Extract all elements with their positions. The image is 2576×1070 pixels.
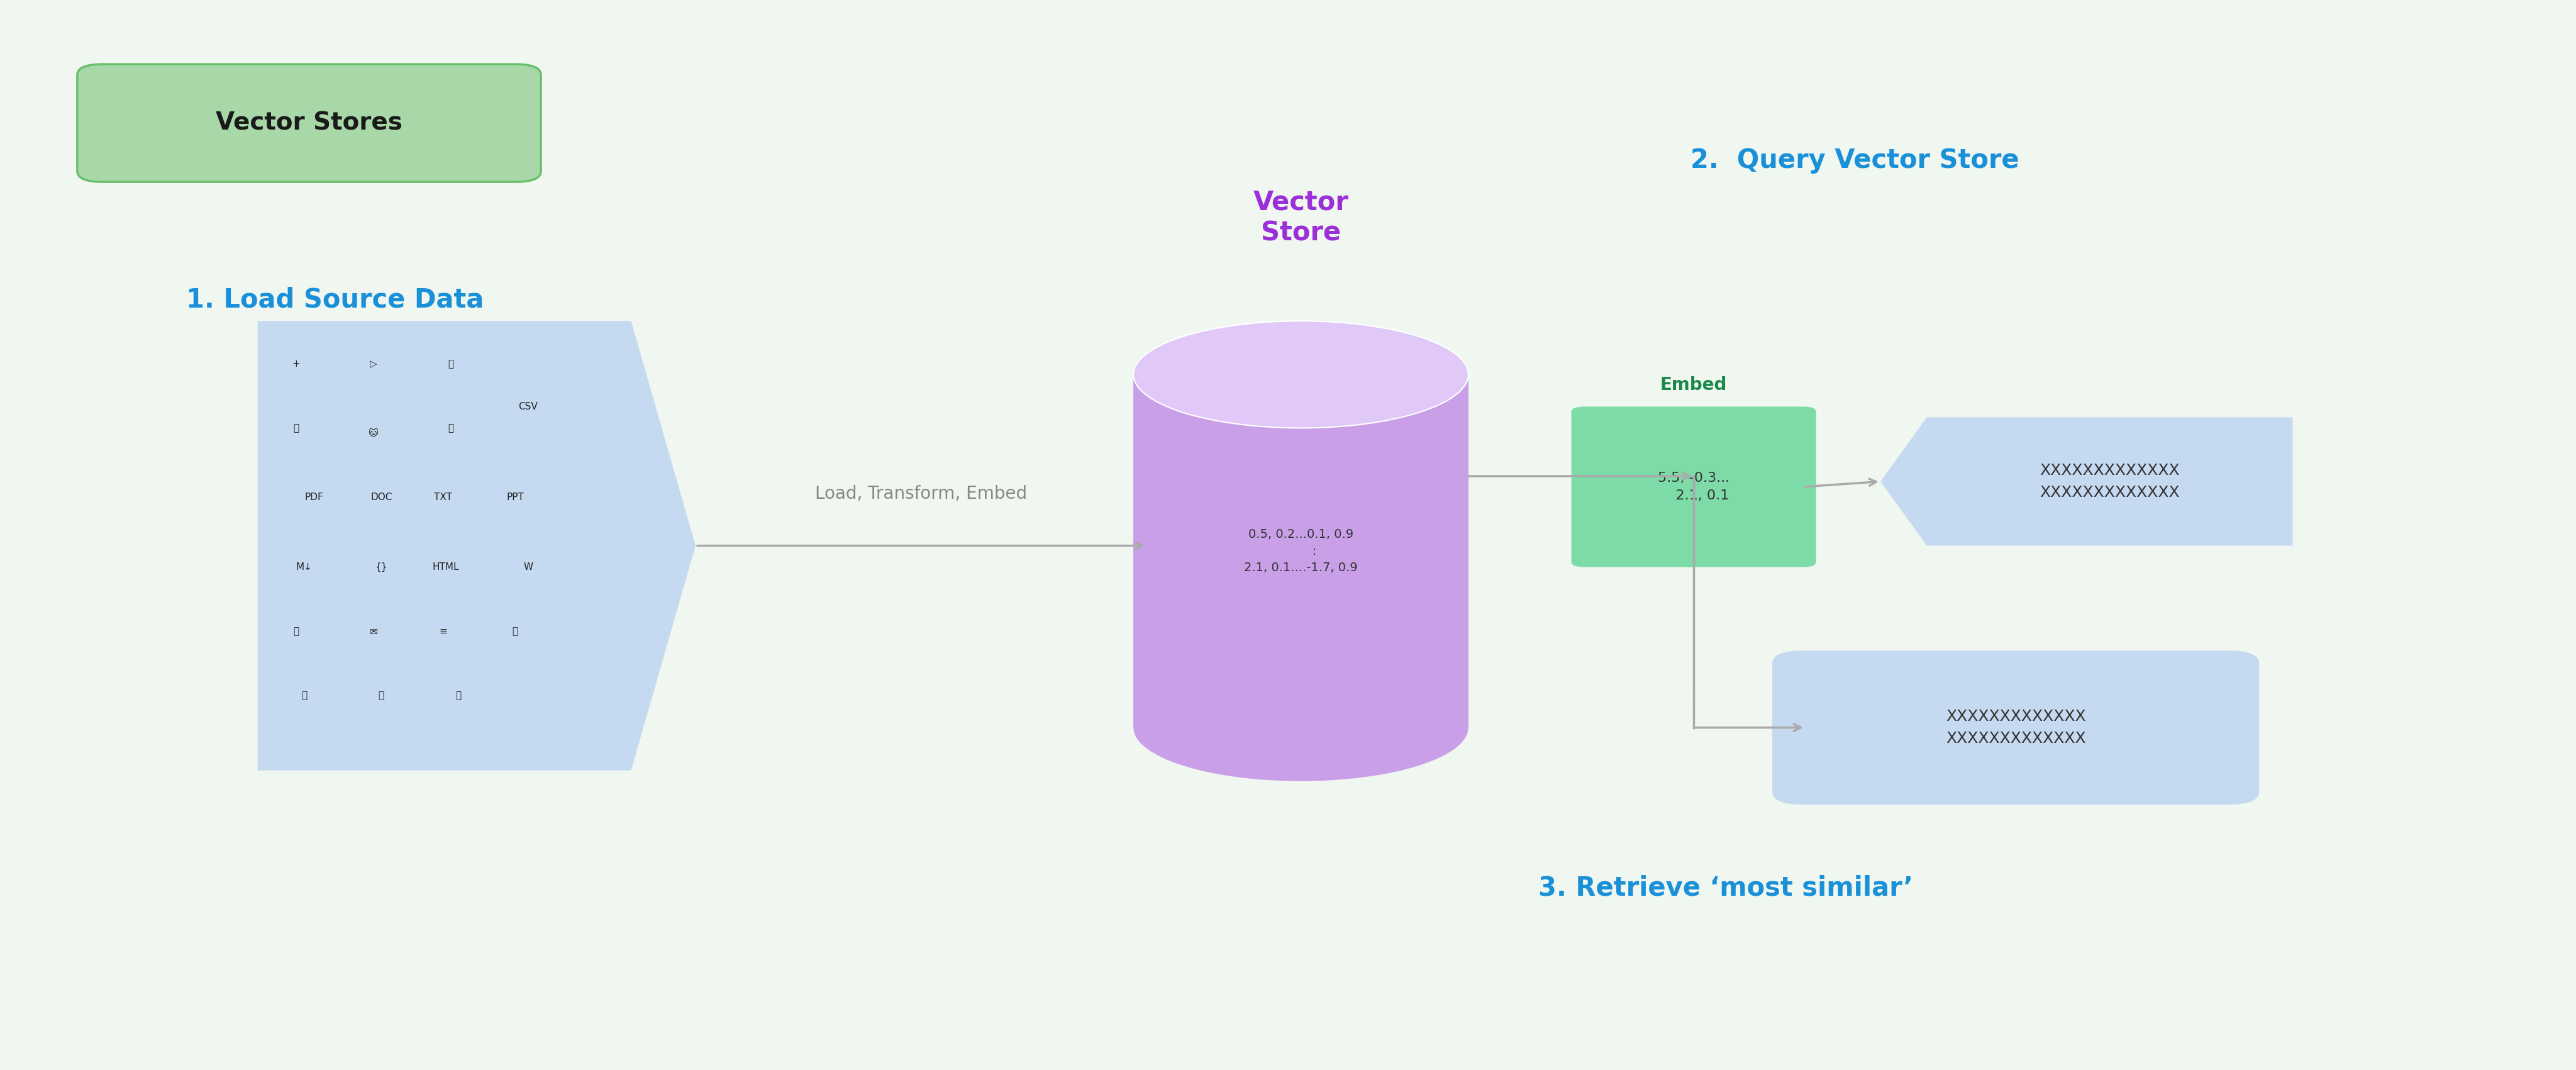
Text: {}: {} [376,563,386,571]
Text: ✉: ✉ [368,627,379,636]
FancyBboxPatch shape [1571,407,1816,567]
Text: CSV: CSV [518,402,538,411]
Text: XXXXXXXXXXXXX
XXXXXXXXXXXXX: XXXXXXXXXXXXX XXXXXXXXXXXXX [2040,463,2179,500]
Text: 🐦: 🐦 [294,627,299,636]
Text: 2.  Query Vector Store: 2. Query Vector Store [1690,148,2020,173]
Text: 5.5, -0.3...
    2.1, 0.1: 5.5, -0.3... 2.1, 0.1 [1659,472,1728,502]
Text: 📂: 📂 [513,627,518,636]
Ellipse shape [1133,674,1468,781]
Text: Vector
Store: Vector Store [1252,189,1350,246]
Bar [1133,374,1468,728]
Text: 🖼: 🖼 [448,424,453,432]
Polygon shape [258,321,696,770]
Text: ≡: ≡ [438,627,448,636]
FancyBboxPatch shape [77,64,541,182]
Text: Embed: Embed [1662,377,1726,394]
Text: 1. Load Source Data: 1. Load Source Data [185,287,484,312]
Text: Vector Stores: Vector Stores [216,111,402,135]
Text: M↓: M↓ [296,563,312,571]
Text: 0.5, 0.2...0.1, 0.9
       :
2.1, 0.1....-1.7, 0.9: 0.5, 0.2...0.1, 0.9 : 2.1, 0.1....-1.7, … [1244,529,1358,574]
Text: 💬: 💬 [448,360,453,368]
Text: XXXXXXXXXXXXX
XXXXXXXXXXXXX: XXXXXXXXXXXXX XXXXXXXXXXXXX [1945,709,2087,746]
Text: 📄: 📄 [379,691,384,700]
Text: TXT: TXT [433,493,453,502]
Text: PDF: PDF [304,493,325,502]
Polygon shape [1880,417,2293,546]
FancyBboxPatch shape [1772,651,2259,805]
Text: ▷: ▷ [371,360,376,368]
Text: HTML: HTML [433,563,459,571]
Text: 3. Retrieve ‘most similar’: 3. Retrieve ‘most similar’ [1538,875,1914,901]
Text: 📄: 📄 [301,691,307,700]
Text: PPT: PPT [507,493,523,502]
Text: W: W [523,563,533,571]
Text: DOC: DOC [371,493,392,502]
Text: 📄: 📄 [294,424,299,432]
Text: Load, Transform, Embed: Load, Transform, Embed [814,486,1028,503]
Text: 🐱: 🐱 [368,429,379,438]
Ellipse shape [1133,321,1468,428]
Text: 📄: 📄 [456,691,461,700]
Text: +: + [291,360,301,368]
